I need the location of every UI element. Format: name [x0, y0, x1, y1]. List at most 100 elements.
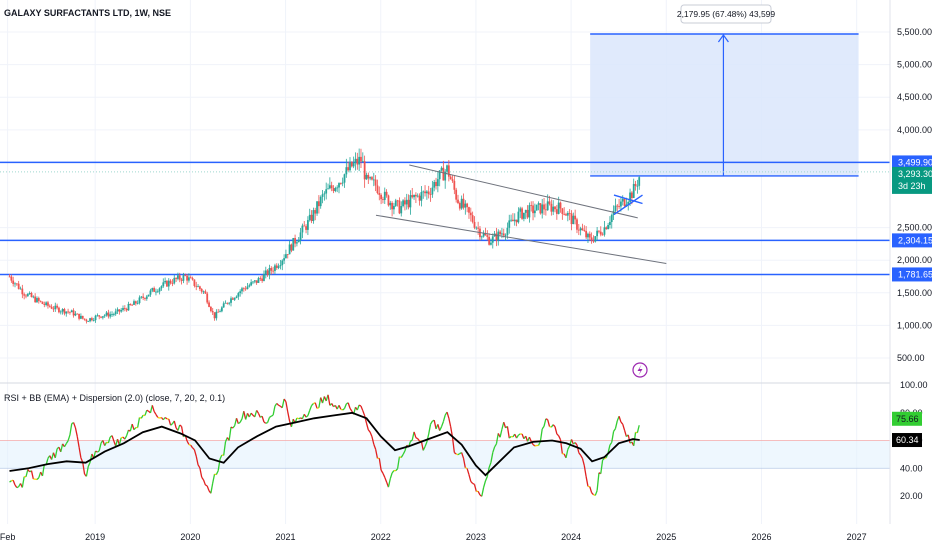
candle-body — [96, 315, 98, 316]
candle-body — [287, 254, 289, 255]
candle-body — [594, 236, 596, 241]
candle-body — [151, 288, 153, 290]
rsi-segment — [592, 493, 594, 495]
candle-body — [232, 298, 234, 299]
candle-body — [426, 192, 428, 194]
rsi-value-badge: 75.66 — [892, 412, 922, 426]
candle-body — [539, 203, 541, 213]
candle-body — [177, 275, 179, 279]
candle-body — [620, 202, 622, 207]
candle-body — [442, 168, 444, 181]
candle-body — [338, 183, 340, 187]
candle-body — [172, 283, 174, 284]
candle-body — [364, 161, 366, 179]
candle-body — [569, 213, 571, 214]
candle-body — [219, 311, 221, 312]
candle-body — [248, 285, 250, 286]
x-tick-label: 2019 — [85, 532, 105, 542]
rsi-segment — [507, 426, 509, 438]
rsi-segment — [125, 436, 127, 440]
candle-body — [450, 177, 452, 180]
rsi-segment — [297, 418, 299, 419]
candle-body — [549, 201, 551, 203]
rsi-segment — [482, 487, 484, 496]
rsi-segment — [381, 470, 383, 473]
x-tick-label: 2027 — [847, 532, 867, 542]
rsi-segment — [237, 418, 239, 423]
rsi-segment — [615, 421, 617, 429]
candle-body — [353, 163, 355, 167]
rsi-pane[interactable] — [0, 395, 890, 496]
candle-body — [256, 280, 258, 283]
candle-body — [60, 312, 62, 313]
candle-body — [223, 303, 225, 307]
rsi-segment — [233, 426, 235, 428]
candle-body — [580, 228, 582, 230]
rsi-badge-label: 75.66 — [896, 414, 919, 424]
candle-body — [431, 188, 433, 195]
rsi-segment — [416, 438, 418, 439]
candle-body — [270, 268, 272, 271]
candle-body — [166, 281, 168, 286]
rsi-segment — [449, 418, 451, 427]
candle-body — [183, 275, 185, 280]
target-zone — [590, 34, 858, 176]
rsi-segment — [467, 469, 469, 475]
candle-body — [199, 286, 201, 289]
candle-body — [428, 192, 430, 195]
lightning-icon[interactable] — [633, 363, 647, 377]
x-tick-label: 2026 — [751, 532, 771, 542]
candle-body — [395, 200, 397, 205]
y-tick-label: 1,500.00 — [897, 288, 932, 298]
channel-lower-line[interactable] — [376, 215, 666, 263]
candle-body — [309, 215, 311, 220]
candle-body — [508, 220, 510, 227]
candle-body — [117, 309, 119, 311]
candle-body — [239, 291, 241, 293]
candle-body — [36, 298, 38, 302]
rsi-segment — [442, 422, 444, 427]
candle-body — [560, 203, 562, 209]
rsi-segment — [312, 404, 314, 406]
x-tick-label: 2022 — [371, 532, 391, 542]
candle-body — [345, 167, 347, 174]
candle-body — [550, 204, 552, 212]
candle-body — [303, 226, 305, 227]
candle-body — [298, 240, 300, 242]
candle-body — [483, 234, 485, 237]
rsi-segment — [189, 444, 191, 445]
rsi-segment — [328, 395, 330, 406]
candle-body — [25, 296, 27, 297]
rsi-segment — [447, 412, 449, 418]
candle-body — [263, 274, 265, 281]
candle-body — [635, 184, 637, 186]
rsi-segment — [28, 470, 30, 472]
candle-body — [305, 226, 307, 230]
candle-body — [457, 200, 459, 203]
candle-body — [148, 295, 150, 297]
candle-body — [532, 205, 534, 213]
candle-body — [296, 242, 298, 243]
candle-body — [382, 199, 384, 200]
candle-body — [115, 311, 117, 314]
candle-body — [93, 320, 95, 321]
candle-body — [49, 306, 51, 307]
candle-body — [228, 303, 230, 304]
candle-body — [80, 316, 82, 319]
candle-body — [20, 289, 22, 290]
candle-body — [204, 291, 206, 293]
candle-body — [545, 209, 547, 210]
candle-body — [135, 301, 137, 303]
candle-body — [474, 222, 476, 228]
wedge-lower-line[interactable] — [614, 195, 643, 215]
ema-badge-label: 60.34 — [896, 435, 919, 445]
candle-body — [340, 183, 342, 184]
rsi-segment — [277, 403, 279, 405]
rsi-segment — [385, 477, 387, 482]
rsi-segment — [22, 477, 24, 488]
rsi-segment — [132, 424, 134, 430]
candle-body — [373, 180, 375, 181]
candle-body — [292, 238, 294, 251]
candle-body — [356, 159, 358, 165]
